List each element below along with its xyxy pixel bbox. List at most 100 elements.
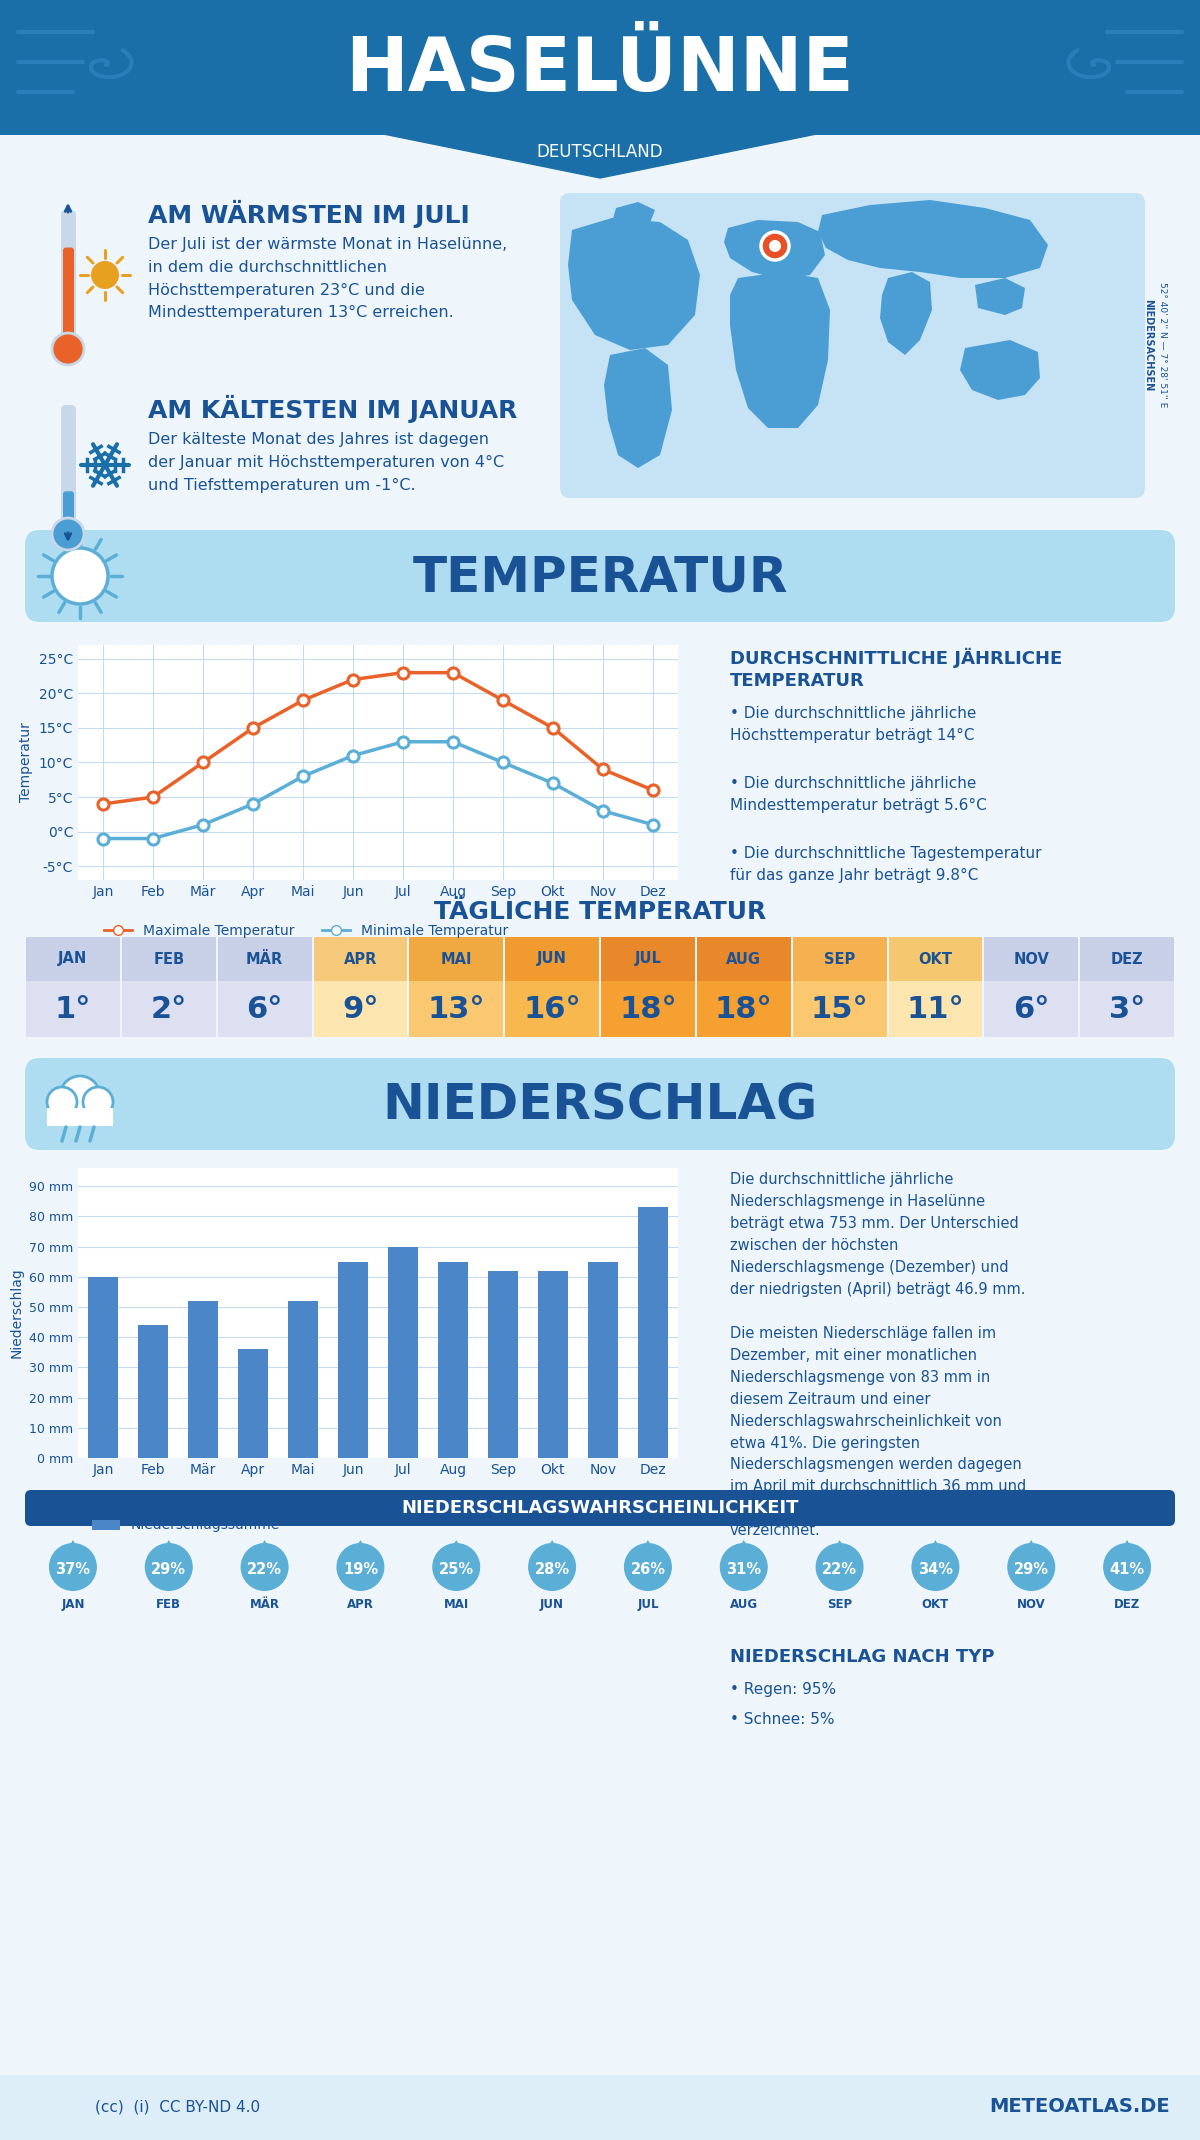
Text: • Die durchschnittliche jährliche
Höchsttemperatur beträgt 14°C: • Die durchschnittliche jährliche Höchst… [730, 706, 977, 743]
Text: 34%: 34% [918, 1562, 953, 1577]
Text: 25%: 25% [439, 1562, 474, 1577]
Text: NIEDERSCHLAGSWAHRSCHEINLICHKEIT: NIEDERSCHLAGSWAHRSCHEINLICHKEIT [401, 1498, 799, 1517]
Polygon shape [604, 349, 672, 469]
Polygon shape [538, 1541, 566, 1564]
Circle shape [49, 1543, 97, 1590]
Text: NIEDERSACHSEN: NIEDERSACHSEN [1142, 300, 1153, 392]
Circle shape [761, 231, 790, 259]
Text: • Die durchschnittliche jährliche
Mindesttemperatur beträgt 5.6°C: • Die durchschnittliche jährliche Mindes… [730, 777, 986, 813]
Text: 16°: 16° [523, 995, 581, 1023]
Text: 1°: 1° [55, 995, 91, 1023]
Polygon shape [612, 201, 655, 231]
Text: 3°: 3° [1109, 995, 1145, 1023]
Text: • Regen: 95%: • Regen: 95% [730, 1682, 836, 1697]
Text: 15°: 15° [811, 995, 869, 1023]
Text: 13°: 13° [427, 995, 485, 1023]
Circle shape [432, 1543, 480, 1590]
Circle shape [528, 1543, 576, 1590]
Polygon shape [568, 218, 700, 351]
Bar [1080, 937, 1174, 980]
Text: TEMPERATUR: TEMPERATUR [413, 554, 787, 601]
Circle shape [83, 1087, 113, 1117]
Bar [0, 2076, 1200, 2140]
FancyBboxPatch shape [25, 531, 1175, 623]
Text: (cc)  (i)  CC BY-ND 4.0: (cc) (i) CC BY-ND 4.0 [95, 2099, 260, 2114]
Circle shape [91, 261, 119, 289]
Text: • Schnee: 5%: • Schnee: 5% [730, 1712, 834, 1727]
Polygon shape [826, 1541, 853, 1564]
Polygon shape [922, 1541, 949, 1564]
Polygon shape [443, 1541, 470, 1564]
Polygon shape [724, 220, 826, 280]
Bar [1080, 980, 1174, 1038]
Bar [122, 980, 216, 1038]
Circle shape [1007, 1543, 1055, 1590]
Text: AUG: AUG [726, 952, 761, 967]
Text: JAN: JAN [59, 952, 88, 967]
Text: FEB: FEB [156, 1599, 181, 1611]
Polygon shape [818, 199, 1048, 278]
Circle shape [52, 548, 108, 603]
Text: 18°: 18° [619, 995, 677, 1023]
Bar [505, 980, 599, 1038]
Text: 28%: 28% [534, 1562, 570, 1577]
Bar [313, 980, 407, 1038]
Polygon shape [59, 1541, 86, 1564]
Bar [984, 980, 1078, 1038]
Circle shape [720, 1543, 768, 1590]
Text: AM KÄLTESTEN IM JANUAR: AM KÄLTESTEN IM JANUAR [148, 396, 517, 424]
Bar [538, 1271, 568, 1457]
Bar [388, 1245, 418, 1457]
Bar [438, 1263, 468, 1457]
Text: Der kälteste Monat des Jahres ist dagegen
der Januar mit Höchsttemperaturen von : Der kälteste Monat des Jahres ist dagege… [148, 432, 504, 492]
Circle shape [336, 1543, 384, 1590]
Text: MAI: MAI [444, 1599, 469, 1611]
Polygon shape [974, 278, 1025, 315]
Circle shape [145, 1543, 193, 1590]
FancyBboxPatch shape [25, 1489, 1175, 1526]
Polygon shape [730, 1541, 757, 1564]
Polygon shape [347, 1541, 374, 1564]
Bar [488, 1271, 518, 1457]
Legend: Niederschlagssumme: Niederschlagssumme [86, 1513, 286, 1539]
Polygon shape [1018, 1541, 1045, 1564]
Text: DEZ: DEZ [1114, 1599, 1140, 1611]
Text: JAN: JAN [61, 1599, 85, 1611]
Text: 29%: 29% [151, 1562, 186, 1577]
Text: 41%: 41% [1110, 1562, 1145, 1577]
Text: 19%: 19% [343, 1562, 378, 1577]
Bar [217, 937, 312, 980]
Polygon shape [730, 272, 830, 428]
Bar [47, 1109, 113, 1126]
Legend: Maximale Temperatur, Minimale Temperatur: Maximale Temperatur, Minimale Temperatur [98, 918, 514, 944]
FancyBboxPatch shape [61, 404, 76, 522]
Bar [88, 1278, 118, 1457]
FancyBboxPatch shape [25, 1057, 1175, 1149]
Text: NIEDERSCHLAG NACH TYP: NIEDERSCHLAG NACH TYP [730, 1648, 995, 1667]
Circle shape [52, 334, 84, 366]
Text: DURCHSCHNITTLICHE JÄHRLICHE
TEMPERATUR: DURCHSCHNITTLICHE JÄHRLICHE TEMPERATUR [730, 648, 1062, 691]
Polygon shape [960, 340, 1040, 400]
Polygon shape [1114, 1541, 1141, 1564]
Bar [0, 0, 1200, 135]
Bar [505, 937, 599, 980]
Text: METEOATLAS.DE: METEOATLAS.DE [989, 2097, 1170, 2116]
Text: MÄR: MÄR [246, 952, 283, 967]
Text: 31%: 31% [726, 1562, 761, 1577]
Text: AM WÄRMSTEN IM JULI: AM WÄRMSTEN IM JULI [148, 199, 469, 229]
Text: SEP: SEP [824, 952, 856, 967]
Text: JUN: JUN [540, 1599, 564, 1611]
Text: JUL: JUL [635, 952, 661, 967]
Bar [409, 980, 503, 1038]
Circle shape [624, 1543, 672, 1590]
Bar [338, 1263, 368, 1457]
Text: OKT: OKT [922, 1599, 949, 1611]
Bar [26, 937, 120, 980]
Text: • Die durchschnittliche Tagestemperatur
für das ganze Jahr beträgt 9.8°C: • Die durchschnittliche Tagestemperatur … [730, 845, 1042, 882]
Bar [138, 1325, 168, 1457]
Bar [638, 1207, 668, 1457]
Bar [888, 937, 983, 980]
Circle shape [912, 1543, 960, 1590]
Text: 2°: 2° [151, 995, 187, 1023]
Y-axis label: Niederschlag: Niederschlag [10, 1267, 23, 1359]
